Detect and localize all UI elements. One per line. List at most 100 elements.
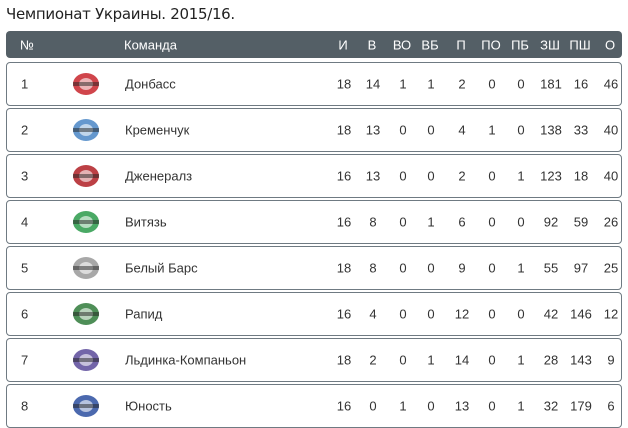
table-row[interactable]: 4 Витязь 16 8 0 1 6 0 0 92 59 26 (6, 200, 622, 244)
table-row[interactable]: 1 Донбасс 18 14 1 1 2 0 0 181 16 46 (6, 62, 622, 106)
header-position[interactable]: № (20, 37, 34, 52)
stat-cell: 18 (336, 352, 352, 368)
header-goals-for[interactable]: ЗШ (540, 37, 560, 52)
stat-cell: 12 (454, 306, 470, 322)
team-name[interactable]: Рапид (125, 306, 163, 322)
stat-cell: 16 (336, 168, 352, 184)
header-goals-against[interactable]: ПШ (569, 37, 591, 52)
stat-cell: 13 (454, 398, 470, 414)
stat-cell: 28 (543, 352, 559, 368)
stat-cell: 138 (540, 122, 562, 138)
header-so-losses[interactable]: ПБ (511, 37, 529, 52)
stat-cell: 1 (427, 352, 435, 368)
stat-cell: 2 (458, 76, 466, 92)
header-wins[interactable]: В (367, 37, 377, 52)
position: 5 (21, 260, 29, 276)
header-losses[interactable]: П (456, 37, 466, 52)
stat-cell: 0 (517, 122, 525, 138)
stat-cell: 14 (365, 76, 381, 92)
stat-cell: 18 (336, 76, 352, 92)
stat-cell: 16 (573, 76, 589, 92)
stat-cell: 0 (488, 168, 496, 184)
stat-cell: 92 (543, 214, 559, 230)
stat-cell: 25 (603, 260, 619, 276)
stat-cell: 179 (570, 398, 592, 414)
table-header: № Команда И В ВО ВБ П ПО ПБ ЗШ ПШ О (6, 31, 622, 58)
stat-cell: 33 (573, 122, 589, 138)
team-name[interactable]: Дженералз (125, 168, 193, 184)
vityaz-logo (69, 208, 103, 236)
stat-cell: 4 (458, 122, 466, 138)
team-name[interactable]: Льдинка-Компаньон (125, 352, 247, 368)
table-row[interactable]: 6 Рапид 16 4 0 0 12 0 0 42 146 12 (6, 292, 622, 336)
stat-cell: 143 (570, 352, 592, 368)
stat-cell: 1 (427, 76, 435, 92)
table-row[interactable]: 7 Льдинка-Компаньон 18 2 0 1 14 0 1 28 143 9 (6, 338, 622, 382)
stat-cell: 55 (543, 260, 559, 276)
stat-cell: 0 (399, 306, 407, 322)
stat-cell: 1 (517, 352, 525, 368)
stat-cell: 12 (603, 306, 619, 322)
stat-cell: 40 (603, 122, 619, 138)
stat-cell: 1 (399, 398, 407, 414)
stat-cell: 0 (369, 398, 377, 414)
stat-cell: 42 (543, 306, 559, 322)
team-name[interactable]: Донбасс (125, 76, 176, 92)
header-team[interactable]: Команда (124, 37, 177, 52)
stat-cell: 13 (365, 168, 381, 184)
stat-cell: 8 (369, 214, 377, 230)
header-so-wins[interactable]: ВБ (421, 37, 439, 52)
team-name[interactable]: Белый Барс (125, 260, 198, 276)
rapid-logo (69, 300, 103, 328)
table-row[interactable]: 5 Белый Барс 18 8 0 0 9 0 1 55 97 25 (6, 246, 622, 290)
stat-cell: 0 (427, 398, 435, 414)
stat-cell: 9 (458, 260, 466, 276)
stat-cell: 0 (517, 306, 525, 322)
position: 8 (21, 398, 29, 414)
stat-cell: 2 (458, 168, 466, 184)
stat-cell: 4 (369, 306, 377, 322)
generals-kiev-logo (69, 162, 103, 190)
table-row[interactable]: 3 Дженералз 16 13 0 0 2 0 1 123 18 40 (6, 154, 622, 198)
stat-cell: 0 (488, 214, 496, 230)
header-ot-wins[interactable]: ВО (392, 37, 412, 52)
stat-cell: 8 (369, 260, 377, 276)
ldinka-logo (69, 346, 103, 374)
stat-cell: 18 (336, 260, 352, 276)
stat-cell: 0 (399, 122, 407, 138)
team-name[interactable]: Витязь (125, 214, 167, 230)
stat-cell: 0 (427, 122, 435, 138)
kremenchuk-logo (69, 116, 103, 144)
stat-cell: 13 (365, 122, 381, 138)
header-ot-losses[interactable]: ПО (481, 37, 501, 52)
stat-cell: 0 (488, 398, 496, 414)
stat-cell: 1 (399, 76, 407, 92)
position: 7 (21, 352, 29, 368)
stat-cell: 18 (336, 122, 352, 138)
team-name[interactable]: Кременчук (125, 122, 190, 138)
page-title: Чемпионат Украины. 2015/16. (6, 5, 235, 23)
stat-cell: 0 (399, 352, 407, 368)
stat-cell: 16 (336, 306, 352, 322)
table-row[interactable]: 2 Кременчук 18 13 0 0 4 1 0 138 33 40 (6, 108, 622, 152)
stat-cell: 0 (517, 214, 525, 230)
stat-cell: 0 (427, 260, 435, 276)
stat-cell: 0 (488, 260, 496, 276)
stat-cell: 0 (427, 168, 435, 184)
position: 4 (21, 214, 29, 230)
position: 3 (21, 168, 29, 184)
header-points[interactable]: О (604, 37, 616, 52)
stat-cell: 0 (399, 260, 407, 276)
stat-cell: 6 (458, 214, 466, 230)
header-games[interactable]: И (338, 37, 348, 52)
team-name[interactable]: Юность (125, 398, 172, 414)
yunost-logo (69, 392, 103, 420)
stat-cell: 1 (517, 260, 525, 276)
table-row[interactable]: 8 Юность 16 0 1 0 13 0 1 32 179 6 (6, 384, 622, 428)
stat-cell: 1 (488, 122, 496, 138)
stat-cell: 46 (603, 76, 619, 92)
stat-cell: 2 (369, 352, 377, 368)
stat-cell: 1 (427, 214, 435, 230)
stat-cell: 0 (427, 306, 435, 322)
stat-cell: 6 (607, 398, 615, 414)
